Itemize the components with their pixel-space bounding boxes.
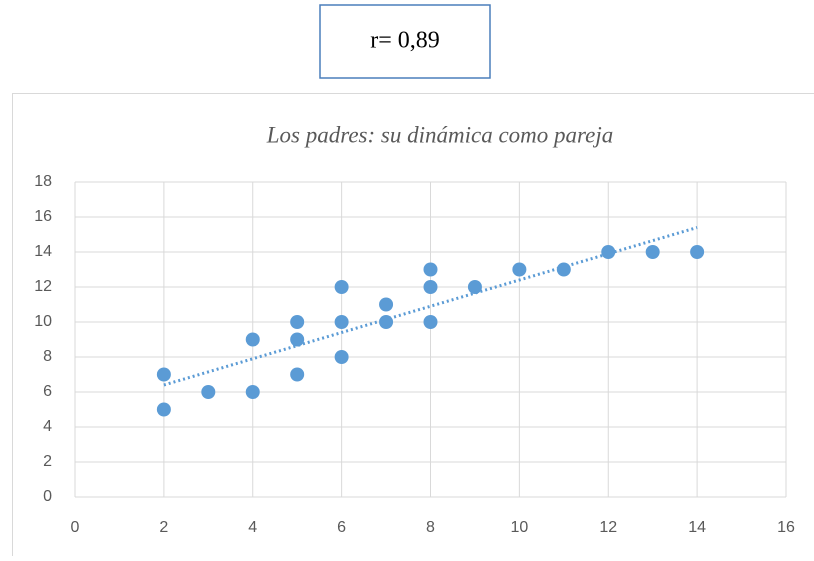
point: [424, 263, 438, 277]
y-tick-label: 14: [34, 243, 52, 260]
y-tick-label: 8: [43, 348, 52, 365]
x-tick-label: 16: [777, 519, 795, 536]
x-tick-label: 2: [159, 519, 168, 536]
point: [290, 333, 304, 347]
x-tick-label: 8: [426, 519, 435, 536]
x-tick-label: 6: [337, 519, 346, 536]
point: [157, 368, 171, 382]
point: [290, 368, 304, 382]
point: [557, 263, 571, 277]
point: [424, 280, 438, 294]
annotation: r= 0,89: [370, 28, 440, 54]
point: [468, 280, 482, 294]
point: [512, 263, 526, 277]
x-tick-label: 12: [599, 519, 617, 536]
point: [335, 315, 349, 329]
point: [601, 245, 615, 259]
y-tick-label: 4: [43, 418, 52, 435]
y-tick-label: 12: [34, 278, 52, 295]
point: [424, 315, 438, 329]
x-tick-label: 0: [71, 519, 80, 536]
point: [335, 280, 349, 294]
point: [690, 245, 704, 259]
chart-title: Los padres: su dinámica como pareja: [266, 122, 613, 147]
point: [379, 298, 393, 312]
y-tick-label: 16: [34, 208, 52, 225]
y-tick-label: 2: [43, 453, 52, 470]
x-tick-label: 14: [688, 519, 706, 536]
x-tick-label: 10: [510, 519, 528, 536]
point: [290, 315, 304, 329]
y-tick-label: 18: [34, 173, 52, 190]
x-tick-label: 4: [248, 519, 257, 536]
point: [379, 315, 393, 329]
y-tick-label: 0: [43, 488, 52, 505]
point: [246, 385, 260, 399]
y-tick-label: 6: [43, 383, 52, 400]
point: [335, 350, 349, 364]
point: [646, 245, 660, 259]
y-tick-label: 10: [34, 313, 52, 330]
point: [157, 403, 171, 417]
chart-frame: [13, 94, 814, 557]
point: [246, 333, 260, 347]
point: [201, 385, 215, 399]
